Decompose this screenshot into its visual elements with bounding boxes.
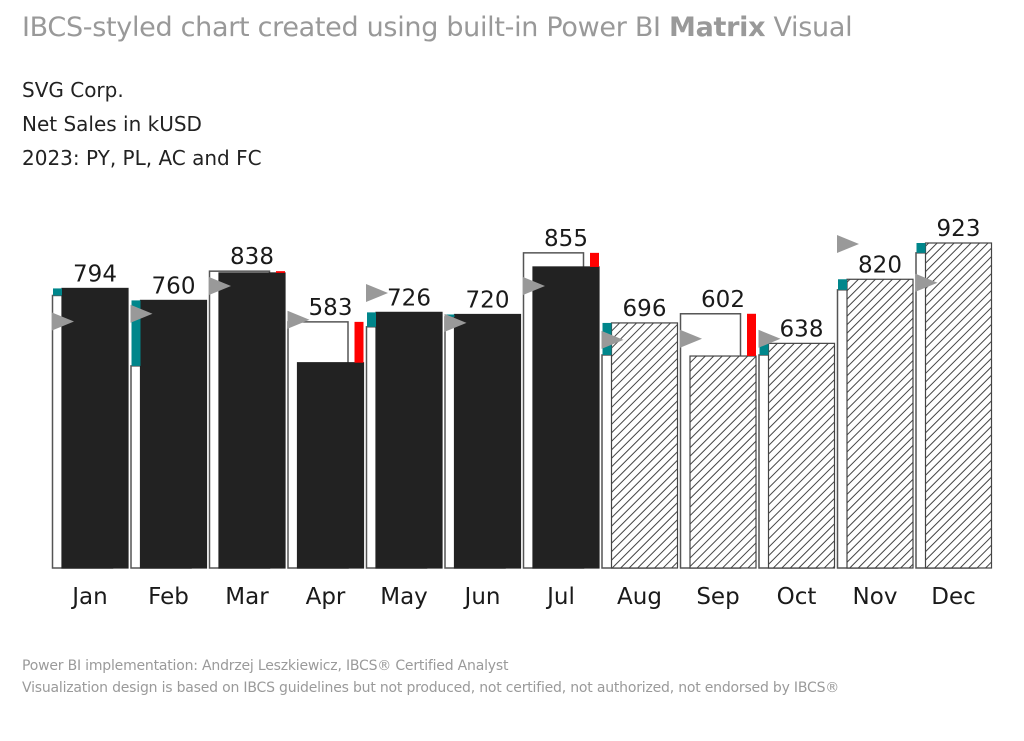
negative-delta	[590, 252, 599, 267]
negative-delta	[276, 271, 285, 273]
title-prefix: IBCS-styled chart created using built-in…	[22, 12, 669, 43]
data-label: 583	[309, 295, 353, 321]
fc-bar	[924, 242, 993, 569]
data-label: 696	[623, 296, 667, 322]
x-tick-label: Feb	[148, 584, 189, 610]
x-tick-label: Dec	[931, 584, 976, 610]
x-tick-label: Aug	[617, 584, 662, 610]
footer-disclaimer: Visualization design is based on IBCS gu…	[22, 680, 840, 696]
plan-marker-icon	[601, 330, 624, 349]
ac-bar	[139, 299, 208, 569]
fc-bar	[689, 355, 757, 569]
plan-marker-icon	[680, 329, 702, 348]
data-label: 726	[387, 285, 431, 311]
plan-marker-icon	[209, 276, 231, 295]
positive-delta	[916, 243, 926, 253]
data-label: 820	[858, 252, 902, 278]
plan-marker-icon	[523, 276, 545, 295]
title-bold: Matrix	[669, 12, 766, 43]
plan-marker-icon	[915, 273, 938, 292]
x-tick-label: Jun	[463, 584, 501, 610]
x-tick-label: Oct	[777, 584, 817, 610]
ac-bar	[375, 311, 443, 569]
data-label: 638	[780, 316, 824, 342]
x-tick-label: Mar	[225, 584, 269, 610]
positive-delta	[53, 288, 62, 296]
data-label: 720	[466, 287, 510, 313]
x-tick-label: Jul	[545, 584, 575, 610]
ac-bar	[532, 266, 600, 569]
fc-bar	[767, 342, 836, 569]
positive-delta	[759, 343, 769, 355]
chart-title: IBCS-styled chart created using built-in…	[22, 12, 853, 43]
plan-marker-icon	[130, 304, 153, 323]
data-label: 838	[230, 244, 274, 270]
company-name: SVG Corp.	[22, 78, 124, 102]
x-tick-label: Sep	[696, 584, 739, 610]
negative-delta	[747, 313, 756, 357]
positive-delta	[131, 300, 141, 366]
x-tick-label: Apr	[306, 584, 346, 610]
positive-delta	[445, 314, 455, 317]
ac-bar	[218, 272, 286, 569]
negative-delta	[354, 321, 364, 363]
positive-delta	[367, 312, 376, 327]
x-tick-label: Jan	[70, 584, 107, 610]
ac-bar	[296, 362, 365, 569]
positive-delta	[838, 279, 847, 290]
data-label: 760	[152, 273, 196, 299]
scenario-description: 2023: PY, PL, AC and FC	[22, 146, 262, 170]
plan-marker-icon	[287, 310, 310, 329]
ac-bar	[61, 287, 129, 569]
data-label: 602	[701, 287, 745, 313]
fc-bar	[610, 322, 679, 569]
plan-marker-icon	[837, 235, 859, 254]
data-label: 923	[937, 216, 981, 242]
plan-marker-icon	[758, 329, 781, 348]
ac-bar	[453, 313, 522, 569]
plan-marker-icon	[52, 312, 74, 331]
plan-marker-icon	[366, 284, 388, 302]
footer-credit: Power BI implementation: Andrzej Leszkie…	[22, 658, 509, 674]
title-suffix: Visual	[765, 12, 853, 43]
x-tick-label: Nov	[853, 584, 898, 610]
data-label: 794	[73, 261, 117, 287]
plan-marker-icon	[444, 313, 467, 332]
data-label: 855	[544, 226, 588, 252]
fc-bar	[846, 278, 914, 569]
measure-name: Net Sales in kUSD	[22, 112, 202, 136]
x-tick-label: May	[380, 584, 428, 610]
